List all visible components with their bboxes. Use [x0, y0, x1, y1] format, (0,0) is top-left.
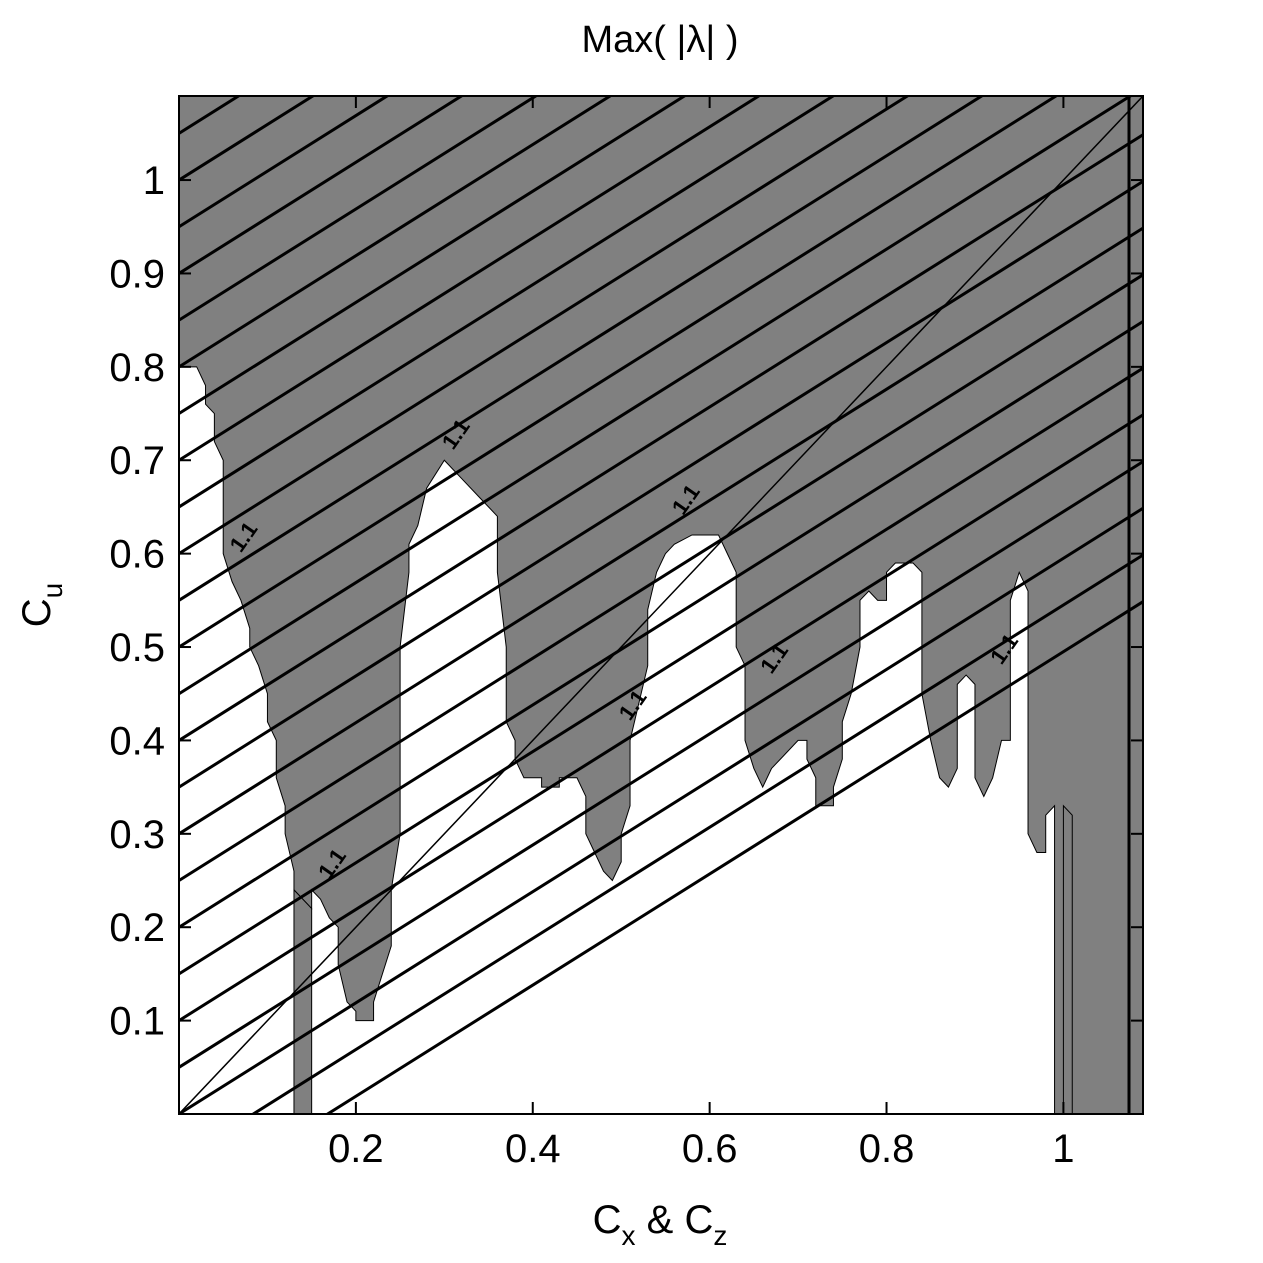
- y-tick-label: 0.1: [109, 1000, 165, 1044]
- hatch-line: [179, 460, 1143, 1069]
- hatch-line: [179, 366, 1143, 976]
- hatch-line: [179, 96, 465, 275]
- hatch-line: [179, 413, 1143, 1022]
- hatch-line: [179, 96, 539, 322]
- chart-title: Max( |λ| ): [582, 19, 739, 61]
- y-tick-label: 0.2: [109, 906, 165, 950]
- hatch-line: [179, 133, 1143, 742]
- y-tick-label: 0.6: [109, 533, 165, 577]
- hatch-line: [179, 96, 762, 462]
- hatch-line: [324, 600, 1143, 1114]
- x-axis-label-sub1: x: [622, 1220, 636, 1251]
- y-tick-label: 0.3: [109, 813, 165, 857]
- y-tick-label: 1: [143, 159, 165, 203]
- x-axis-label: Cx & Cz: [593, 1198, 728, 1251]
- diagonal-reference-line: [179, 96, 1143, 1114]
- hatch-line: [179, 96, 985, 602]
- y-axis-label: Cu: [15, 583, 68, 627]
- y-tick-label: 0.7: [109, 439, 165, 483]
- hatch-line: [179, 320, 1143, 929]
- y-tick-label: 0.5: [109, 626, 165, 670]
- x-tick-label: 0.4: [505, 1127, 561, 1171]
- x-tick-label: 0.8: [859, 1127, 915, 1171]
- plot-area: [179, 96, 1143, 1114]
- hatch-line: [179, 96, 836, 509]
- x-tick-label: 1: [1052, 1127, 1074, 1171]
- ticks: 0.2 0.4 0.6 0.8 1 0.1 0.2 0.3 0.4 0.5 0.6 0.7 0.8 0.9…: [109, 96, 1143, 1171]
- hatch-line: [179, 273, 1143, 882]
- plot-frame: [178, 95, 1144, 1115]
- hatch-line: [179, 96, 613, 369]
- hatch-line: [250, 553, 1143, 1114]
- hatch-line: [179, 96, 911, 555]
- hatch-line: [179, 96, 1059, 649]
- x-axis-label-mid: & C: [636, 1198, 714, 1242]
- y-axis-label-sub: u: [37, 583, 68, 599]
- y-tick-label: 0.4: [109, 719, 165, 763]
- hatch-line: [179, 180, 1143, 789]
- hatch-line: [179, 507, 1143, 1114]
- y-tick-label: 0.9: [109, 252, 165, 296]
- x-axis-label-sub2: z: [713, 1220, 727, 1251]
- y-axis-label-main: C: [15, 598, 59, 627]
- hatch-line: [179, 96, 1134, 695]
- x-tick-label: 0.2: [328, 1127, 384, 1171]
- x-axis-label-main: C: [593, 1198, 622, 1242]
- hatch-line: [179, 96, 390, 229]
- y-tick-label: 0.8: [109, 346, 165, 390]
- hatch-line: [179, 226, 1143, 836]
- x-tick-label: 0.6: [682, 1127, 738, 1171]
- hatch-line: [179, 96, 688, 415]
